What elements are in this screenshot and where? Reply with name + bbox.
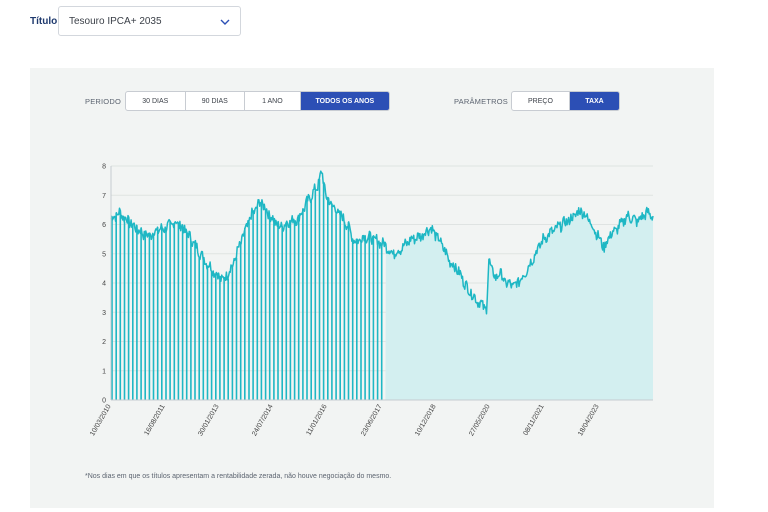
x-tick-label: 10/03/2010 — [89, 403, 113, 437]
y-tick-label: 1 — [102, 368, 106, 375]
title-select[interactable]: Tesouro IPCA+ 2035 — [58, 6, 241, 36]
y-tick-label: 4 — [102, 281, 106, 288]
x-tick-label: 16/08/2011 — [143, 403, 166, 436]
period-90-days-button[interactable]: 90 DIAS — [186, 92, 246, 110]
chart-area — [385, 207, 653, 400]
x-tick-label: 23/06/2017 — [360, 403, 384, 437]
chevron-down-icon — [220, 19, 230, 25]
period-all-years-button[interactable]: TODOS OS ANOS — [300, 92, 389, 110]
params-label: PARÂMETROS — [454, 97, 508, 106]
x-tick-label: 30/01/2013 — [197, 403, 221, 437]
y-tick-label: 8 — [102, 164, 106, 171]
y-tick-label: 6 — [102, 222, 106, 229]
y-tick-label: 7 — [102, 193, 106, 200]
param-rate-button[interactable]: TAXA — [569, 92, 619, 110]
period-label: PERIODO — [85, 97, 121, 106]
y-tick-label: 3 — [102, 310, 106, 317]
area-fill — [385, 207, 653, 400]
period-30-days-button[interactable]: 30 DIAS — [126, 92, 186, 110]
x-tick-label: 27/05/2020 — [468, 403, 492, 437]
x-tick-label: 18/04/2023 — [577, 403, 601, 437]
period-1-year-button[interactable]: 1 ANO — [245, 92, 301, 110]
period-selector: 30 DIAS 90 DIAS 1 ANO TODOS OS ANOS — [125, 91, 390, 111]
title-select-value: Tesouro IPCA+ 2035 — [69, 15, 162, 27]
param-price-button[interactable]: PREÇO — [512, 92, 570, 110]
zero-rate-bars — [111, 179, 383, 400]
x-tick-label: 11/01/2016 — [305, 403, 328, 436]
title-label: Título — [30, 16, 58, 27]
y-tick-label: 0 — [102, 398, 106, 405]
x-tick-label: 10/12/2018 — [414, 403, 438, 437]
x-tick-label: 08/11/2021 — [522, 403, 545, 436]
footnote: *Nos dias em que os títulos apresentam a… — [85, 473, 392, 480]
y-tick-label: 5 — [102, 251, 106, 258]
params-selector: PREÇO TAXA — [511, 91, 620, 111]
chart-line-layer — [110, 170, 654, 315]
x-tick-label: 24/07/2014 — [251, 403, 275, 437]
y-tick-label: 2 — [102, 339, 106, 346]
rate-series-line — [110, 170, 654, 315]
